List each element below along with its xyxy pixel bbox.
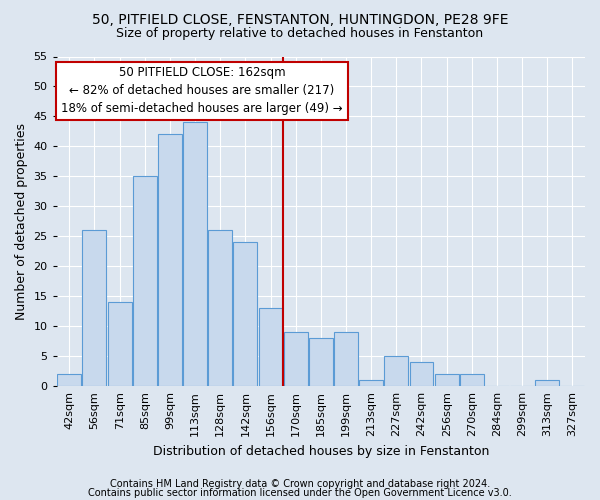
- Bar: [158, 134, 182, 386]
- Text: 50 PITFIELD CLOSE: 162sqm
← 82% of detached houses are smaller (217)
18% of semi: 50 PITFIELD CLOSE: 162sqm ← 82% of detac…: [61, 66, 343, 116]
- X-axis label: Distribution of detached houses by size in Fenstanton: Distribution of detached houses by size …: [152, 444, 489, 458]
- Bar: [334, 332, 358, 386]
- Text: 50, PITFIELD CLOSE, FENSTANTON, HUNTINGDON, PE28 9FE: 50, PITFIELD CLOSE, FENSTANTON, HUNTINGD…: [92, 12, 508, 26]
- Y-axis label: Number of detached properties: Number of detached properties: [15, 123, 28, 320]
- Bar: [133, 176, 157, 386]
- Bar: [410, 362, 433, 386]
- Bar: [107, 302, 131, 386]
- Bar: [434, 374, 458, 386]
- Bar: [58, 374, 81, 386]
- Bar: [259, 308, 283, 386]
- Bar: [82, 230, 106, 386]
- Text: Contains public sector information licensed under the Open Government Licence v3: Contains public sector information licen…: [88, 488, 512, 498]
- Bar: [535, 380, 559, 386]
- Bar: [284, 332, 308, 386]
- Bar: [208, 230, 232, 386]
- Bar: [385, 356, 408, 386]
- Bar: [233, 242, 257, 386]
- Bar: [183, 122, 207, 386]
- Bar: [309, 338, 333, 386]
- Bar: [359, 380, 383, 386]
- Text: Size of property relative to detached houses in Fenstanton: Size of property relative to detached ho…: [116, 28, 484, 40]
- Text: Contains HM Land Registry data © Crown copyright and database right 2024.: Contains HM Land Registry data © Crown c…: [110, 479, 490, 489]
- Bar: [460, 374, 484, 386]
